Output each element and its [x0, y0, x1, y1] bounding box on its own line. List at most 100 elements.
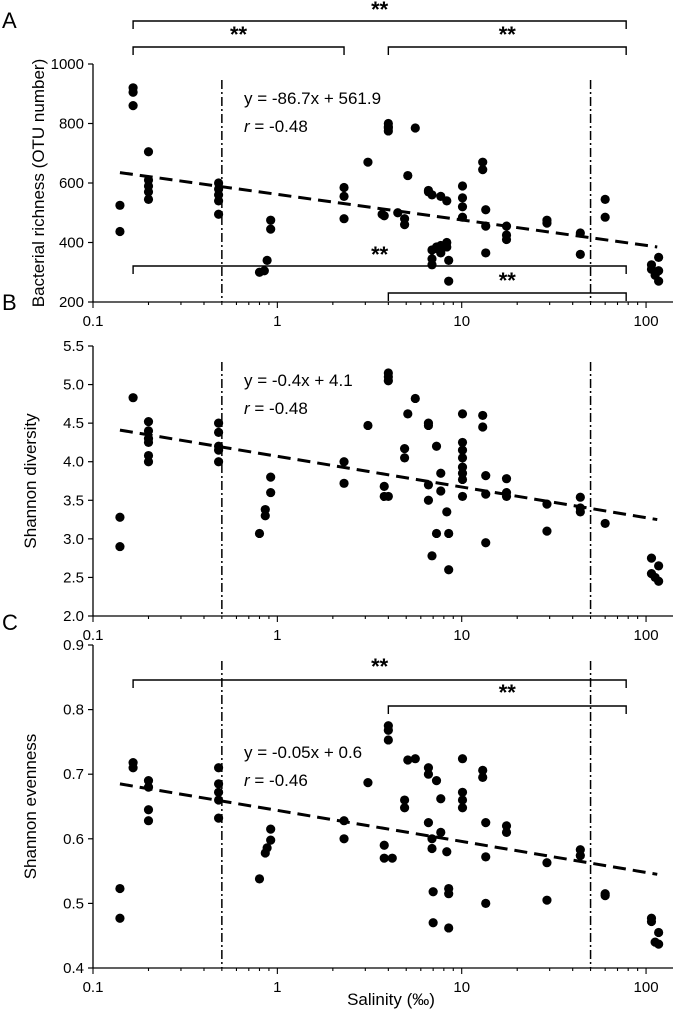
data-point	[213, 196, 224, 206]
r-value: = -0.48	[250, 399, 308, 418]
data-point	[457, 193, 468, 203]
data-point	[266, 824, 276, 834]
data-point	[143, 457, 154, 467]
r-value: = -0.48	[250, 117, 308, 136]
data-point	[575, 492, 585, 502]
data-point	[481, 852, 491, 862]
data-point	[399, 453, 410, 463]
y-tick-label: 200	[59, 294, 84, 311]
data-point	[431, 441, 442, 451]
data-point	[262, 843, 272, 853]
data-point	[363, 420, 373, 431]
data-point	[444, 276, 454, 286]
data-point	[501, 821, 512, 831]
data-point	[262, 255, 272, 265]
data-point	[654, 252, 664, 262]
data-point	[213, 763, 224, 773]
data-point	[393, 208, 403, 218]
y-tick-label: 3.5	[63, 492, 84, 509]
data-point	[213, 418, 224, 428]
data-point	[501, 474, 512, 484]
data-point	[259, 266, 269, 276]
data-point	[646, 260, 657, 270]
data-point	[654, 576, 664, 586]
y-tick-label: 0.6	[63, 831, 84, 848]
data-point	[423, 763, 434, 773]
data-point	[115, 200, 125, 210]
significance-bracket	[132, 679, 627, 688]
data-point	[266, 224, 276, 234]
data-point	[436, 486, 446, 496]
data-point	[383, 126, 393, 136]
data-point	[339, 816, 349, 826]
y-tick-label: 2.0	[63, 608, 84, 625]
data-point	[383, 491, 393, 502]
data-point	[399, 795, 410, 805]
data-point	[542, 218, 552, 228]
r-symbol: r	[244, 117, 251, 136]
data-point	[478, 422, 488, 432]
data-point	[266, 215, 276, 225]
data-point	[213, 457, 224, 467]
data-point	[213, 445, 224, 455]
r-value: = -0.46	[250, 771, 308, 790]
data-point	[143, 426, 154, 436]
data-point	[403, 170, 413, 181]
data-point	[646, 916, 657, 927]
data-point	[654, 266, 664, 276]
data-point	[423, 818, 434, 828]
data-point	[379, 840, 389, 850]
data-point	[457, 795, 468, 805]
significance-bracket	[132, 46, 345, 55]
data-point	[143, 147, 154, 157]
x-tick-label: 0.1	[83, 313, 104, 330]
data-point	[501, 491, 512, 502]
data-point	[436, 827, 446, 837]
significance-bracket	[387, 705, 627, 714]
data-point	[444, 923, 454, 933]
data-point	[143, 776, 154, 786]
data-point	[501, 234, 512, 245]
data-point	[501, 827, 512, 837]
data-point	[457, 202, 468, 212]
data-point	[143, 805, 154, 815]
data-point	[436, 794, 446, 804]
data-point	[428, 918, 438, 928]
significance-label: **	[371, 242, 389, 267]
panel-b: B 2.0 2.5 3.0 3.5 4.0 4.5 5.0 5.5 0.1 1 10 100 Shanno…	[2, 242, 673, 644]
data-point	[457, 409, 468, 419]
x-tick-label: 0.1	[83, 979, 104, 996]
data-point	[542, 499, 552, 509]
y-tick-label: 4.0	[63, 454, 84, 471]
data-point	[213, 427, 224, 437]
data-point	[115, 883, 125, 894]
data-point	[481, 489, 491, 499]
data-point	[339, 478, 349, 488]
data-point	[600, 518, 610, 529]
data-point	[423, 769, 434, 779]
x-tick-label: 1	[273, 979, 281, 996]
data-point	[143, 194, 154, 204]
data-point	[457, 474, 468, 485]
data-point	[260, 504, 270, 515]
data-point	[423, 420, 434, 431]
data-point	[143, 417, 154, 427]
data-point	[363, 777, 373, 788]
data-point	[339, 834, 349, 844]
data-point	[478, 165, 488, 175]
data-point	[143, 437, 154, 448]
x-tick-label: 1	[273, 313, 281, 330]
data-point	[213, 813, 224, 823]
significance-label: **	[230, 22, 248, 47]
data-point	[431, 528, 442, 539]
regression-equation: y = -86.7x + 561.9	[244, 89, 381, 108]
data-point	[542, 858, 552, 868]
data-point	[128, 101, 138, 111]
data-point	[457, 453, 468, 463]
data-point	[387, 853, 397, 863]
data-point	[128, 87, 138, 97]
significance-label: **	[499, 268, 517, 293]
data-point	[399, 803, 410, 813]
data-point	[457, 437, 468, 448]
